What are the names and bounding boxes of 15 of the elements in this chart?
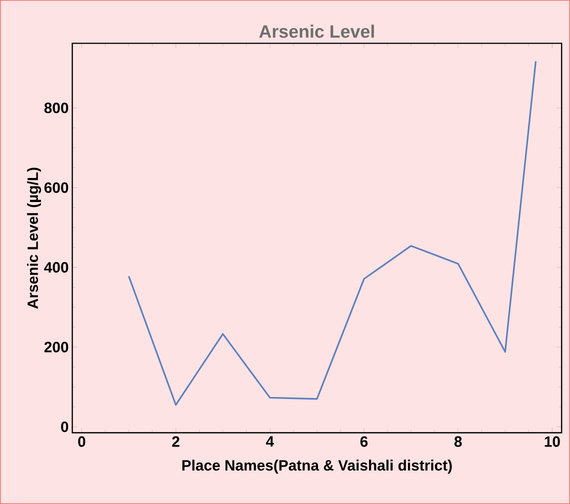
x-axis-title: Place Names(Patna & Vaishali district) (182, 460, 452, 474)
x-tick-label: 6 (360, 436, 368, 447)
y-axis-title: Arsenic Level (µg/L) (27, 168, 42, 309)
x-tick-label: 4 (266, 436, 274, 447)
y-tick-label: 200 (44, 342, 68, 352)
line-series (128, 60, 537, 406)
chart-title: Arsenic Level (259, 24, 374, 38)
x-tick-label: 8 (454, 436, 462, 447)
x-tick-label: 0 (78, 436, 86, 447)
y-tick-label: 0 (61, 421, 68, 432)
y-tick-label: 400 (44, 262, 68, 273)
x-tick-label: 10 (544, 436, 560, 447)
y-tick-label: 800 (44, 102, 68, 114)
x-tick-label: 2 (172, 436, 180, 447)
y-tick-label: 600 (44, 182, 68, 193)
